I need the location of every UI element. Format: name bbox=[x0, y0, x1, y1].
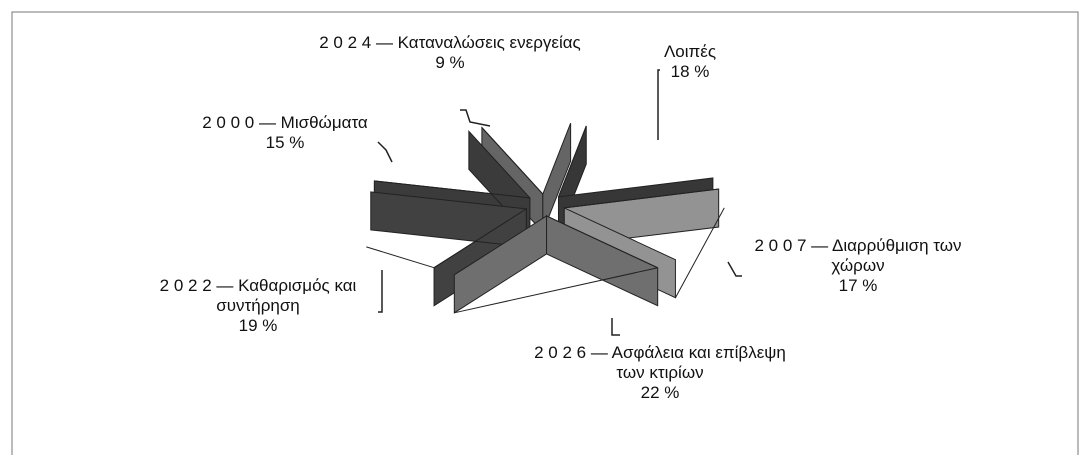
category-label: 2 0 0 7 — Διαρρύθμιση των χώρων bbox=[754, 236, 962, 275]
frame bbox=[11, 11, 1079, 455]
category-label: Λοιπές bbox=[663, 42, 717, 61]
slice-label: 2 0 2 4 — Καταναλώσεις ενεργείας 9 % bbox=[315, 33, 585, 73]
slice-label: Λοιπές 18 % bbox=[625, 42, 755, 82]
value-label: 22 % bbox=[640, 383, 680, 402]
leader-line bbox=[727, 261, 742, 277]
slice-label: 2 0 0 7 — Διαρρύθμιση των χώρων 17 % bbox=[738, 236, 978, 296]
pie-slice bbox=[558, 125, 587, 198]
leader-line bbox=[611, 318, 620, 336]
category-label: 2 0 2 6 — Ασφάλεια και επίβλεψη των κτιρ… bbox=[534, 343, 786, 382]
slice-label: 2 0 2 6 — Ασφάλεια και επίβλεψη των κτιρ… bbox=[525, 343, 795, 403]
slice-edge-wall bbox=[453, 215, 548, 314]
value-label: 15 % bbox=[265, 133, 305, 152]
leader-line bbox=[377, 141, 393, 163]
leader-line bbox=[378, 270, 383, 313]
category-label: 2 0 2 4 — Καταναλώσεις ενεργείας bbox=[319, 33, 581, 52]
slice-side bbox=[366, 246, 435, 269]
slice-label: 2 0 2 2 — Καθαρισμός και συντήρηση 19 % bbox=[123, 276, 393, 336]
category-label: 2 0 0 0 — Μισθώματα bbox=[202, 113, 368, 132]
slice-group bbox=[453, 215, 659, 314]
slice-label: 2 0 0 0 — Μισθώματα 15 % bbox=[165, 113, 405, 153]
leader-line bbox=[460, 109, 491, 127]
pie-slice bbox=[481, 127, 544, 195]
category-label: 2 0 2 2 — Καθαρισμός και συντήρηση bbox=[159, 276, 357, 315]
value-label: 17 % bbox=[838, 276, 878, 295]
value-label: 19 % bbox=[238, 316, 278, 335]
value-label: 9 % bbox=[435, 53, 465, 72]
pie-slice bbox=[374, 180, 530, 199]
pie-slice bbox=[433, 208, 527, 269]
value-label: 18 % bbox=[670, 62, 710, 81]
leader-line bbox=[657, 69, 660, 140]
